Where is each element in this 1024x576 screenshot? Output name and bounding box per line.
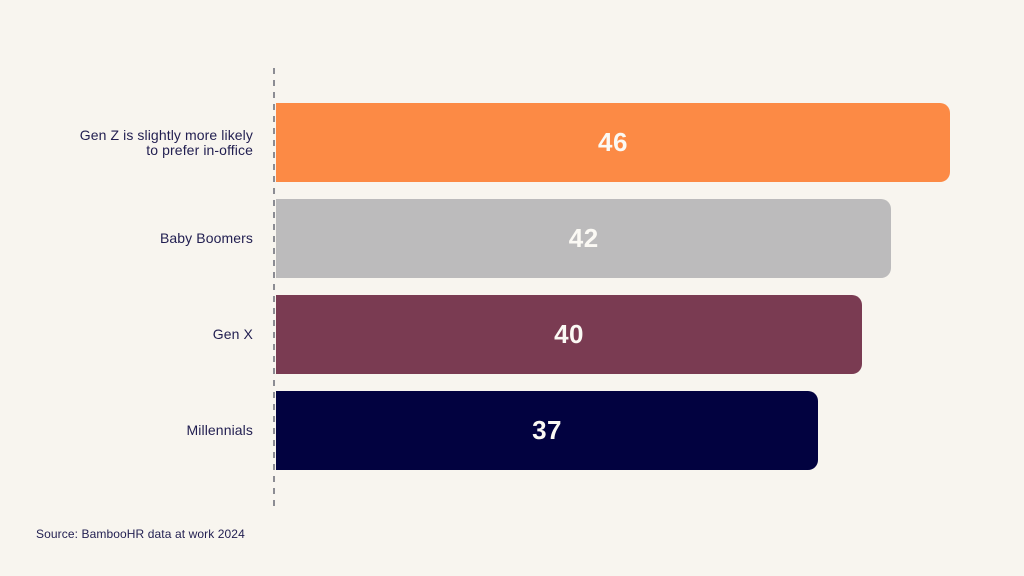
bar-row-millennials: Millennials 37 xyxy=(0,391,950,470)
bar-chart: Gen Z is slightly more likely to prefer … xyxy=(0,103,950,487)
bar-value-label: 40 xyxy=(554,319,584,349)
category-label-line: Millennials xyxy=(186,422,253,438)
bar-track: 37 xyxy=(276,391,950,470)
bar-row-genz: Gen Z is slightly more likely to prefer … xyxy=(0,103,950,182)
category-label-genz: Gen Z is slightly more likely to prefer … xyxy=(0,103,276,182)
bar-millennials: 37 xyxy=(276,391,819,470)
category-label-line: to prefer in-office xyxy=(146,141,253,158)
bar-track: 42 xyxy=(276,199,950,278)
bar-row-genx: Gen X 40 xyxy=(0,295,950,374)
category-label-millennials: Millennials xyxy=(0,391,276,470)
bar-genx: 40 xyxy=(276,295,863,374)
bar-value-label: 37 xyxy=(532,415,563,445)
bar-value-label: 46 xyxy=(598,127,628,157)
bar-track: 40 xyxy=(276,295,950,374)
source-note: Source: BambooHR data at work 2024 xyxy=(36,527,245,541)
category-label-line: Baby Boomers xyxy=(159,230,253,246)
bar-row-babyboomers: Baby Boomers 42 xyxy=(0,199,950,278)
category-label-babyboomers: Baby Boomers xyxy=(0,199,276,278)
bar-value-label: 42 xyxy=(568,223,599,253)
bar-genz: 46 xyxy=(276,103,950,182)
bar-babyboomers: 42 xyxy=(276,199,892,278)
axis-dashed-line xyxy=(273,68,275,510)
category-label-line: Gen X xyxy=(212,326,253,342)
bar-track: 46 xyxy=(276,103,950,182)
category-label-line: Gen Z is slightly more likely xyxy=(79,126,253,143)
category-label-genx: Gen X xyxy=(0,295,276,374)
